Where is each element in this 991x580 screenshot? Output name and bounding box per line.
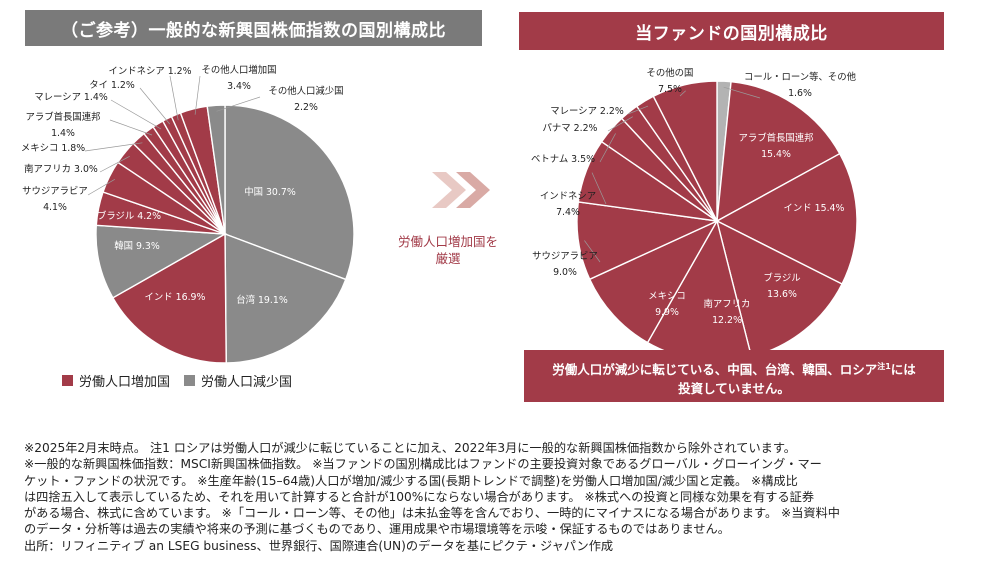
slice-label: タイ 1.2% <box>89 80 135 91</box>
pie-slice <box>224 104 355 281</box>
leader-line <box>84 142 143 152</box>
slice-label: 南アフリカ <box>704 298 751 310</box>
slice-label: その他の国 <box>647 67 694 79</box>
slice-label: インド 16.9% <box>145 292 206 303</box>
pie-slice <box>652 80 718 222</box>
slice-value: 7.5% <box>658 84 682 95</box>
legend-swatch-increase <box>62 375 73 386</box>
fund-note-line1: 労働人口が減少に転じている、中国、台湾、韓国、ロシア注1には <box>552 362 916 378</box>
slice-label: その他人口増加国 <box>201 64 276 76</box>
pie-slice <box>588 219 719 344</box>
leader-line <box>110 99 162 130</box>
footnote-line: は四捨五入して表示しているため、それを用いて計算すると合計が100%にならない場… <box>24 489 815 504</box>
leader-line <box>607 116 633 132</box>
legend: 労働人口増加国 労働人口減少国 <box>62 371 306 390</box>
legend-item-decrease: 労働人口減少国 <box>184 371 292 390</box>
slice-value: 1.4% <box>51 128 75 139</box>
leader-line <box>599 133 616 163</box>
leader-line <box>723 86 761 99</box>
pie-slice <box>576 201 720 281</box>
slice-value: 1.6% <box>788 88 812 99</box>
leader-line <box>216 96 261 112</box>
slice-value: 13.6% <box>767 289 797 300</box>
slice-label: インドネシア <box>540 191 596 202</box>
leader-line <box>169 75 179 121</box>
footnote-line: のデータ・分析等は過去の実績や将来の予測に基づくものであり、運用成果や市場環境等… <box>24 522 730 537</box>
slice-label: 中国 30.7% <box>244 186 296 198</box>
footnotes: ※2025年2月末時点。 注1 ロシアは労働人口が減少に転じていることに加え、2… <box>24 440 974 554</box>
slice-label: 台湾 19.1% <box>236 294 288 306</box>
leader-line <box>584 240 601 263</box>
leader-line <box>591 172 607 205</box>
leader-line <box>194 75 201 115</box>
slice-label: メキシコ 1.8% <box>21 143 85 154</box>
slice-label: ブラジル 4.2% <box>97 210 161 222</box>
legend-label-increase: 労働人口増加国 <box>79 375 171 390</box>
slice-label: コール・ローン等、その他 <box>744 71 857 83</box>
pie-slice <box>224 232 347 364</box>
footnote-line: ケット・ファンドの状況です。 ※生産年齢(15–64歳)人口が増加/減少する国(… <box>24 473 798 488</box>
pie-slice <box>111 232 227 364</box>
arrow-caption-line1: 労働人口増加国を <box>398 234 499 249</box>
pie-slice <box>206 104 226 235</box>
slice-label: マレーシア 2.2% <box>550 106 624 117</box>
legend-label-decrease: 労働人口減少国 <box>201 375 293 390</box>
leader-line <box>139 87 171 125</box>
slice-value: 7.4% <box>556 207 580 218</box>
slice-value: 3.4% <box>227 81 251 92</box>
slice-value: 15.4% <box>761 149 791 160</box>
arrow-caption-line2: 厳選 <box>435 251 461 266</box>
leader-line <box>87 178 115 196</box>
pie-charts: 中国 30.7% 台湾 19.1% インド 16.9% 韓国 9.3% ブラジル 4.2… <box>21 64 858 364</box>
slice-label: アラブ首長国連邦 <box>738 132 813 144</box>
slice-label: メキシコ <box>648 291 686 302</box>
slice-label: ベトナム 3.5% <box>531 154 595 165</box>
slice-label: サウジアラビア <box>532 251 598 262</box>
fund-note-box: 労働人口が減少に転じている、中国、台湾、韓国、ロシア注1には 投資していません。 <box>524 350 944 402</box>
footnote-line: がある場合、株式に含めています。 ※「コール・ローン等、その他」は未払金等を含ん… <box>24 506 840 521</box>
slice-label: パナマ 2.2% <box>543 123 598 134</box>
slice-value: 4.1% <box>43 202 67 213</box>
footnote-line: 出所：リフィニティブ an LSEG business、世界銀行、国際連合(UN… <box>24 538 614 553</box>
footnote-line: ※2025年2月末時点。 注1 ロシアは労働人口が減少に転じていることに加え、2… <box>24 441 796 455</box>
chevron-arrow-icon <box>432 172 490 208</box>
right-chart-title: 当ファンドの国別構成比 <box>519 12 944 50</box>
slice-label: 南アフリカ 3.0% <box>24 163 98 175</box>
slice-label: その他人口減少国 <box>268 85 343 97</box>
pie-slice <box>715 152 858 285</box>
slice-label: ブラジル <box>763 272 800 284</box>
right-pie: アラブ首長国連邦 15.4% インド 15.4% ブラジル 13.6% 南アフリカ 12.2… <box>531 67 858 362</box>
arrow-caption: 労働人口増加国を 厳選 <box>398 233 498 267</box>
slice-label: アラブ首長国連邦 <box>25 111 100 123</box>
slice-label: サウジアラビア <box>22 186 88 197</box>
leader-line <box>109 119 153 136</box>
leader-line <box>627 105 649 115</box>
slice-label: マレーシア 1.4% <box>34 92 108 103</box>
slice-value: 9.9% <box>655 307 679 318</box>
left-pie: 中国 30.7% 台湾 19.1% インド 16.9% 韓国 9.3% ブラジル 4.2… <box>21 64 355 364</box>
slice-label: 韓国 9.3% <box>114 241 160 252</box>
footnote-line: ※一般的な新興国株価指数：MSCI新興国株価指数。 ※当ファンドの国別構成比はフ… <box>24 457 822 472</box>
slice-label: インド 15.4% <box>784 203 845 214</box>
leader-line <box>99 155 130 173</box>
fund-note-line2: 投資していません。 <box>678 381 790 397</box>
legend-swatch-decrease <box>184 375 196 386</box>
left-chart-title: （ご参考）一般的な新興国株価指数の国別構成比 <box>25 10 482 46</box>
slice-value: 9.0% <box>553 267 577 278</box>
leader-line <box>679 90 686 97</box>
legend-item-increase: 労働人口増加国 <box>62 371 170 390</box>
slice-value: 2.2% <box>294 102 318 113</box>
pie-slice <box>716 80 841 223</box>
slice-value: 12.2% <box>712 315 742 326</box>
slice-label: インドネシア 1.2% <box>108 66 191 77</box>
